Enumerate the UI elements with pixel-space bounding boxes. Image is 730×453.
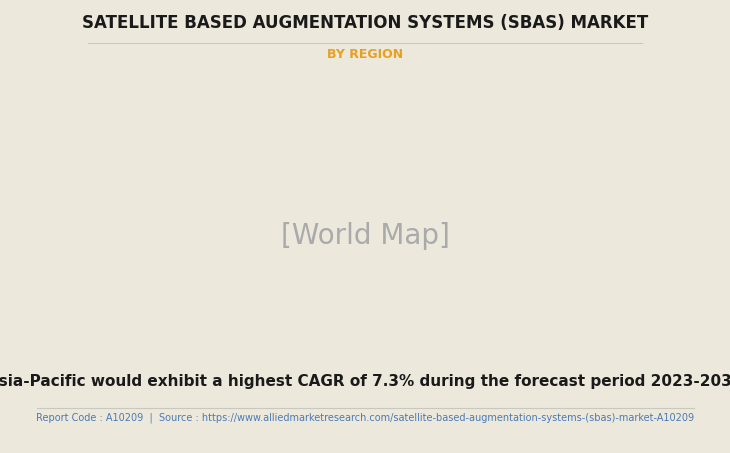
Text: Asia-Pacific would exhibit a highest CAGR of 7.3% during the forecast period 202: Asia-Pacific would exhibit a highest CAG… [0,374,730,389]
Text: Report Code : A10209  |  Source : https://www.alliedmarketresearch.com/satellite: Report Code : A10209 | Source : https://… [36,412,694,423]
Text: SATELLITE BASED AUGMENTATION SYSTEMS (SBAS) MARKET: SATELLITE BASED AUGMENTATION SYSTEMS (SB… [82,14,648,32]
Text: [World Map]: [World Map] [280,222,450,250]
Text: BY REGION: BY REGION [327,48,403,61]
